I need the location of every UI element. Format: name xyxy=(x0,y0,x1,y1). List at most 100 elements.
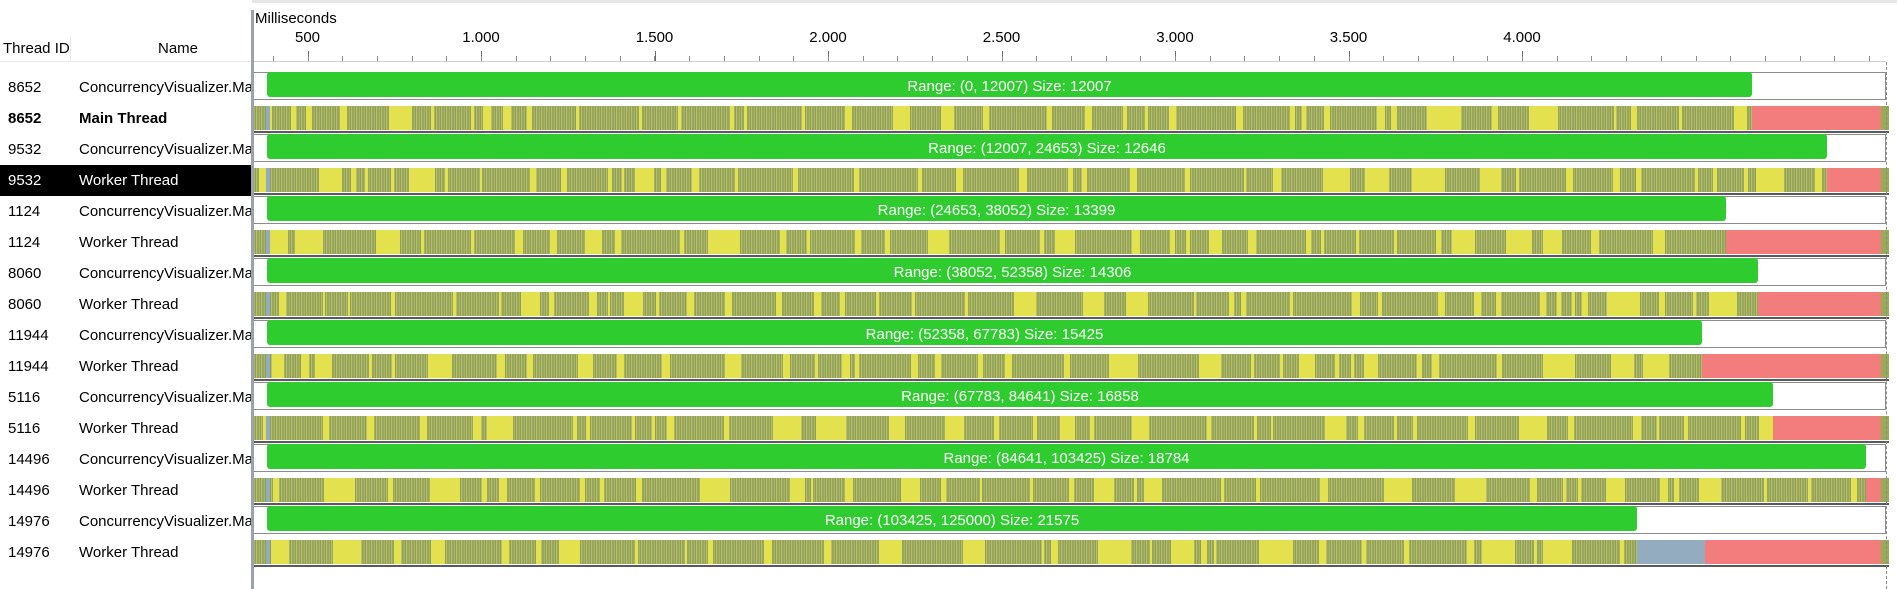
sync-segment xyxy=(855,230,861,254)
sync-segment xyxy=(1467,540,1474,564)
thread-row[interactable]: 8652 Main Thread xyxy=(0,103,252,134)
sync-segment xyxy=(1094,478,1114,502)
range-row[interactable]: 14976 ConcurrencyVisualizer.Mar xyxy=(0,506,252,537)
thread-lane[interactable] xyxy=(254,537,1897,568)
sync-segment xyxy=(1540,292,1546,316)
range-lane[interactable]: Range: (38052, 52358) Size: 14306 xyxy=(254,258,1897,289)
sync-segment xyxy=(1394,230,1397,254)
sync-segment xyxy=(394,540,401,564)
range-lane[interactable]: Range: (103425, 125000) Size: 21575 xyxy=(254,506,1897,537)
ruler-tick-label: 3.000 xyxy=(1156,29,1194,46)
thread-lane[interactable] xyxy=(254,165,1897,196)
ruler-minor-tick xyxy=(412,56,413,61)
sync-segment xyxy=(1378,292,1382,316)
thread-activity-track[interactable] xyxy=(254,230,1889,254)
thread-row[interactable]: 14496 Worker Thread xyxy=(0,475,252,506)
ruler-minor-tick xyxy=(897,56,898,61)
thread-activity-track[interactable] xyxy=(254,540,1889,564)
sync-segment xyxy=(1254,416,1257,440)
sync-segment xyxy=(1578,478,1581,502)
sync-segment xyxy=(773,416,801,440)
range-bar[interactable]: Range: (24653, 38052) Size: 13399 xyxy=(267,196,1726,221)
sync-segment xyxy=(1563,478,1566,502)
range-bar[interactable]: Range: (84641, 103425) Size: 18784 xyxy=(267,444,1866,469)
range-lane[interactable]: Range: (12007, 24653) Size: 12646 xyxy=(254,134,1897,165)
lane-divider xyxy=(254,441,1889,443)
thread-lane[interactable] xyxy=(254,413,1897,444)
sync-segment xyxy=(1324,106,1330,130)
other-wait-segment xyxy=(266,416,270,440)
range-row[interactable]: 8060 ConcurrencyVisualizer.Mar xyxy=(0,258,252,289)
thread-lane[interactable] xyxy=(254,227,1897,258)
range-bar[interactable]: Range: (52358, 67783) Size: 15425 xyxy=(267,320,1702,345)
thread-activity-track[interactable] xyxy=(254,354,1889,378)
sync-segment xyxy=(1377,106,1385,130)
range-lane[interactable]: Range: (24653, 38052) Size: 13399 xyxy=(254,196,1897,227)
sync-segment xyxy=(854,168,859,192)
thread-row[interactable]: 5116 Worker Thread xyxy=(0,413,252,444)
ruler-minor-tick xyxy=(759,56,760,61)
sync-segment xyxy=(1358,416,1364,440)
range-row[interactable]: 8652 ConcurrencyVisualizer.Mar xyxy=(0,72,252,103)
range-bar[interactable]: Range: (103425, 125000) Size: 21575 xyxy=(267,506,1637,531)
thread-activity-track[interactable] xyxy=(254,106,1889,130)
idle-segment xyxy=(1758,292,1881,316)
thread-rows: 8652 ConcurrencyVisualizer.Mar 8652 Main Th… xyxy=(0,72,252,568)
sync-segment xyxy=(1241,292,1246,316)
range-lane[interactable]: Range: (52358, 67783) Size: 15425 xyxy=(254,320,1897,351)
thread-activity-track[interactable] xyxy=(254,478,1889,502)
sync-segment xyxy=(1633,416,1641,440)
thread-activity-track[interactable] xyxy=(254,416,1889,440)
thread-row[interactable]: 1124 Worker Thread xyxy=(0,227,252,258)
ruler-minor-tick xyxy=(1279,56,1280,61)
pane-splitter[interactable] xyxy=(251,10,254,589)
thread-id-cell: 8652 xyxy=(8,79,42,96)
sync-segment xyxy=(1568,416,1574,440)
sync-segment xyxy=(483,106,491,130)
thread-lane[interactable] xyxy=(254,289,1897,320)
range-lane[interactable]: Range: (67783, 84641) Size: 16858 xyxy=(254,382,1897,413)
sync-segment xyxy=(978,354,983,378)
range-row[interactable]: 5116 ConcurrencyVisualizer.Mar xyxy=(0,382,252,413)
thread-id-column-header[interactable]: Thread ID xyxy=(3,40,70,57)
thread-row[interactable]: 14976 Worker Thread xyxy=(0,537,252,568)
thread-row[interactable]: 8060 Worker Thread xyxy=(0,289,252,320)
thread-id-cell: 8652 xyxy=(8,110,42,127)
column-separator[interactable] xyxy=(70,36,71,62)
sync-segment xyxy=(1069,478,1074,502)
sync-segment xyxy=(389,106,412,130)
range-row[interactable]: 14496 ConcurrencyVisualizer.Mar xyxy=(0,444,252,475)
sync-segment xyxy=(530,168,536,192)
ruler-minor-tick xyxy=(1071,56,1072,61)
name-column-header[interactable]: Name xyxy=(158,40,199,57)
other-wait-segment xyxy=(1637,540,1705,564)
sync-segment xyxy=(1492,106,1498,130)
thread-lane[interactable] xyxy=(254,351,1897,382)
sync-segment xyxy=(1659,292,1665,316)
range-lane[interactable]: Range: (0, 12007) Size: 12007 xyxy=(254,72,1897,103)
other-wait-segment xyxy=(266,168,270,192)
sync-segment xyxy=(1236,106,1243,130)
sync-segment xyxy=(445,168,448,192)
sync-segment xyxy=(536,540,541,564)
thread-lane[interactable] xyxy=(254,475,1897,506)
range-row[interactable]: 9532 ConcurrencyVisualizer.Mar xyxy=(0,134,252,165)
thread-name-cell: ConcurrencyVisualizer.Mar xyxy=(79,451,251,468)
range-bar[interactable]: Range: (12007, 24653) Size: 12646 xyxy=(267,134,1827,159)
range-bar[interactable]: Range: (38052, 52358) Size: 14306 xyxy=(267,258,1758,283)
thread-activity-track[interactable] xyxy=(254,168,1889,192)
sync-segment xyxy=(1306,230,1311,254)
range-bar[interactable]: Range: (0, 12007) Size: 12007 xyxy=(267,72,1752,97)
thread-row[interactable]: 11944 Worker Thread xyxy=(0,351,252,382)
thread-activity-track[interactable] xyxy=(254,292,1889,316)
sync-segment xyxy=(1613,168,1620,192)
sync-segment xyxy=(840,292,845,316)
range-row[interactable]: 1124 ConcurrencyVisualizer.Mar xyxy=(0,196,252,227)
range-bar[interactable]: Range: (67783, 84641) Size: 16858 xyxy=(267,382,1773,407)
lane-divider xyxy=(254,193,1889,195)
range-lane[interactable]: Range: (84641, 103425) Size: 18784 xyxy=(254,444,1897,475)
sync-segment xyxy=(499,478,507,502)
range-row[interactable]: 11944 ConcurrencyVisualizer.Mar xyxy=(0,320,252,351)
thread-row[interactable]: 9532 Worker Thread xyxy=(0,165,252,196)
thread-lane[interactable] xyxy=(254,103,1897,134)
